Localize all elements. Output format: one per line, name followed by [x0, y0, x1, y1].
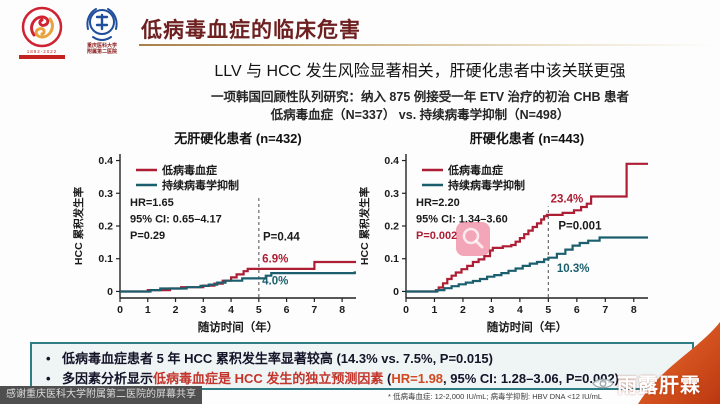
- x-tick-label: 5: [256, 304, 262, 316]
- stats-line: P=0.002: [416, 230, 457, 242]
- anniversary-band: [19, 55, 65, 59]
- x-tick-label: 5: [545, 304, 551, 316]
- hospital-name-line1: 重庆医科大学: [86, 43, 117, 49]
- km-curve-series-1: [406, 236, 648, 293]
- anniversary-years: 1892-2022: [26, 49, 58, 54]
- km-curve-series-0: [120, 260, 356, 293]
- definition-footnote: * 低病毒血症: 12-2,000 IU/mL; 病毒学抑制: HBV DNA …: [388, 392, 603, 401]
- x-tick-label: 2: [173, 304, 179, 316]
- corner-wedge: [638, 322, 720, 404]
- x-tick-label: 4: [228, 304, 234, 316]
- title-divider: [139, 44, 716, 46]
- y-axis-label: HCC 累积发生率: [72, 186, 85, 265]
- stats-line: 95% CI: 0.65–4.17: [130, 214, 222, 226]
- y-tick-label: 0.3: [98, 188, 113, 200]
- conclusion-bullet: • 多因素分析显示低病毒血症是 HCC 发生的独立预测因素 (HR=1.98, 9…: [46, 369, 682, 389]
- eye-icon: [592, 378, 614, 389]
- y-tick-label: 0.2: [384, 221, 399, 233]
- y-tick-label: 0.3: [384, 188, 399, 200]
- chart-title: 无肝硬化患者 (n=432): [173, 131, 302, 146]
- y-tick-label: 0.4: [98, 155, 113, 167]
- key-message: LLV 与 HCC 发生风险显著相关，肝硬化患者中该关联更强: [214, 63, 626, 80]
- watermark: 雨露肝霖: [592, 369, 701, 398]
- x-tick-label: 3: [488, 304, 494, 316]
- conclusion-box: • 低病毒血症患者 5 年 HCC 累积发生率显著较高 (14.3% vs. 7.…: [30, 342, 694, 390]
- x-axis-label: 随访时间（年）: [198, 320, 279, 334]
- km-curve-series-0: [406, 162, 648, 293]
- anniversary-emblem-icon: [21, 6, 63, 48]
- x-tick-label: 8: [339, 304, 345, 316]
- page-title: 低病毒血症的临床危害: [141, 19, 361, 42]
- x-tick-label: 7: [311, 304, 317, 316]
- y-tick-label: 0.2: [98, 221, 113, 233]
- annotation: P=0.44: [263, 232, 300, 244]
- legend-label: 低病毒血症: [447, 163, 503, 177]
- y-tick-label: 0.1: [98, 253, 113, 265]
- km-chart-noncirrhotic: 无肝硬化患者 (n=432) 0 0.1 0.2 0.3 0.4 0 1 2 3 4 5 6 7 8 随访时间…: [72, 131, 356, 334]
- y-tick-label: 0: [393, 286, 399, 298]
- annotation: 23.4%: [551, 193, 584, 205]
- bullet-dot: •: [46, 351, 51, 366]
- magnifier-watermark-icon: [456, 222, 490, 256]
- x-tick-label: 7: [602, 304, 608, 316]
- hospital-logo: 重庆医科大学 附属第二医院: [76, 5, 128, 61]
- hospital-name-line2: 附属第二医院: [86, 49, 117, 55]
- km-chart-cirrhotic: 肝硬化患者 (n=443) 0 0.1 0.2 0.3 0.4 0 1 2 3 4 5 6 7 8 随访时间（…: [358, 131, 648, 334]
- chart-title: 肝硬化患者 (n=443): [470, 131, 585, 146]
- x-tick-label: 1: [432, 304, 438, 316]
- x-tick-label: 0: [117, 304, 123, 316]
- stats-line: HR=1.65: [130, 197, 174, 209]
- y-axis-label: HCC 累积发生率: [358, 186, 371, 265]
- stats-line: HR=2.20: [416, 197, 460, 209]
- bullet-dot: •: [46, 371, 51, 386]
- annotation: 6.9%: [262, 254, 288, 266]
- km-curve-series-1: [120, 271, 356, 293]
- legend-label: 持续病毒学抑制: [448, 178, 525, 192]
- x-tick-label: 1: [145, 304, 151, 316]
- study-description-line1: 一项韩国回顾性队列研究：纳入 875 例接受一年 ETV 治疗的初治 CHB 患…: [210, 90, 630, 104]
- caption-bar: 感谢重庆医科大学附属第二医院的屏幕共享: [0, 386, 202, 404]
- annotation: 4.0%: [262, 275, 288, 287]
- y-tick-label: 0: [107, 286, 113, 298]
- study-description-line2: 低病毒血症（N=337） vs. 持续病毒学抑制（N=498）: [270, 108, 570, 122]
- stats-line: P=0.29: [130, 230, 165, 242]
- legend-label: 低病毒血症: [161, 163, 217, 177]
- hospital-emblem-icon: [86, 8, 118, 41]
- legend-label: 持续病毒学抑制: [162, 178, 239, 192]
- x-axis-label: 随访时间（年）: [487, 320, 568, 334]
- conclusion-bullet: • 低病毒血症患者 5 年 HCC 累积发生率显著较高 (14.3% vs. 7.…: [46, 349, 682, 369]
- x-tick-label: 6: [574, 304, 580, 316]
- x-tick-label: 2: [460, 304, 466, 316]
- logo-group: 1892-2022 重庆医科大学 附属第二医院: [16, 5, 128, 61]
- x-tick-label: 3: [200, 304, 206, 316]
- y-tick-label: 0.4: [384, 155, 399, 167]
- x-tick-label: 6: [284, 304, 290, 316]
- anniversary-logo: 1892-2022: [16, 5, 68, 61]
- annotation: P=0.001: [558, 220, 602, 232]
- x-tick-label: 0: [403, 304, 409, 316]
- watermark-text: 雨露肝霖: [617, 375, 701, 397]
- x-tick-label: 4: [517, 304, 523, 316]
- annotation: 10.3%: [557, 263, 590, 275]
- stats-line: 95% CI: 1.34–3.60: [416, 214, 508, 226]
- x-tick-label: 8: [631, 304, 637, 316]
- y-tick-label: 0.1: [384, 253, 399, 265]
